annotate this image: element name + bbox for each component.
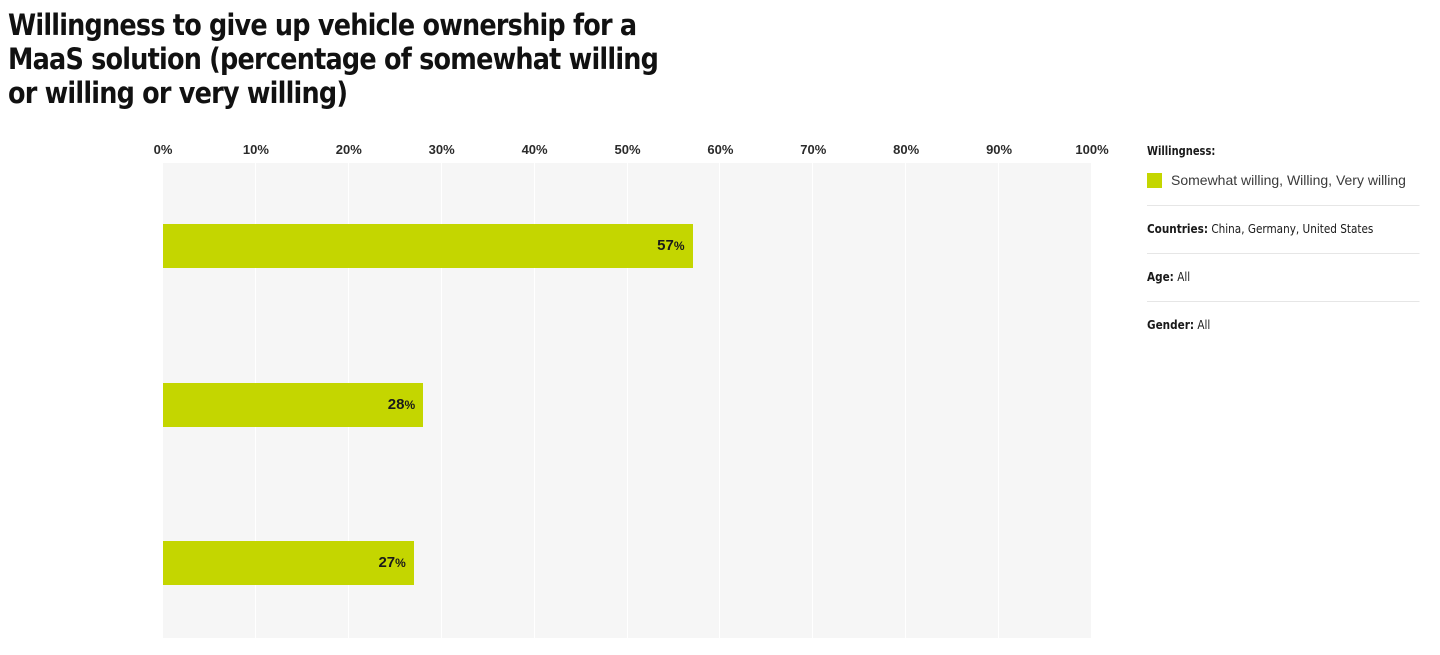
x-tick-label: 20% [335, 142, 362, 157]
x-tick-label: 90% [986, 142, 1013, 157]
legend-title: Willingness: [1147, 144, 1216, 158]
filter-key: Gender: [1147, 317, 1195, 332]
legend-item-label: Somewhat willing, Willing, Very willing [1171, 172, 1406, 188]
filter-key: Age: [1147, 269, 1174, 284]
gridline [998, 163, 1000, 638]
legend-swatch-icon [1147, 173, 1162, 188]
gridline [440, 163, 442, 638]
x-tick-label: 40% [521, 142, 548, 157]
page-title: Willingness to give up vehicle ownership… [8, 8, 667, 110]
x-axis-tick-labels: 0% 10% 20% 30% 40% 50% 60% 70% 80% 90% 100% [154, 142, 1109, 160]
bar-value-label: 28% [387, 396, 416, 413]
bar-value-label: 27% [378, 554, 406, 571]
bar-row[interactable]: 28% [163, 383, 1092, 427]
x-tick-label: 70% [800, 142, 827, 157]
bar[interactable]: 57% [163, 224, 693, 268]
bar[interactable]: 27% [163, 541, 414, 585]
bar-value-label: 57% [657, 237, 685, 254]
x-tick-label: 60% [707, 142, 734, 157]
bar[interactable]: 28% [163, 383, 424, 427]
gridline [626, 163, 628, 638]
bar-row[interactable]: 57% [163, 224, 1092, 268]
bar-row[interactable]: 27% [163, 541, 1092, 585]
filter-value: China, Germany, United States [1208, 221, 1374, 236]
gridline [1091, 163, 1092, 638]
x-tick-label: 30% [428, 142, 455, 157]
gridline [905, 163, 907, 638]
filter-value: All [1194, 317, 1211, 332]
legend-and-filters-panel: Willingness: Somewhat willing, Willing, … [1147, 143, 1440, 333]
percent-sign: % [673, 239, 685, 253]
gridline [719, 163, 721, 638]
x-tick-label: 100% [1075, 142, 1109, 157]
filter-row[interactable]: Age: All [1147, 253, 1420, 285]
filter-row[interactable]: Gender: All [1147, 301, 1420, 333]
plot-area: 57% 28% 27% [163, 163, 1092, 638]
gridline [812, 163, 814, 638]
gridline [533, 163, 535, 638]
filter-key: Countries: [1147, 221, 1209, 236]
x-tick-label: 50% [614, 142, 641, 157]
filters-list: Countries: China, Germany, United States… [1147, 205, 1440, 333]
percent-sign: % [404, 398, 416, 412]
filter-value: All [1173, 269, 1191, 284]
x-tick-label: 80% [893, 142, 920, 157]
x-tick-label: 10% [242, 142, 269, 157]
x-tick-label: 0% [153, 142, 173, 157]
bar-chart: 0% 10% 20% 30% 40% 50% 60% 70% 80% 90% 100% 57% 28%… [153, 142, 1109, 638]
filter-row[interactable]: Countries: China, Germany, United States [1147, 205, 1420, 237]
legend-item[interactable]: Somewhat willing, Willing, Very willing [1147, 172, 1440, 189]
percent-sign: % [395, 556, 406, 570]
